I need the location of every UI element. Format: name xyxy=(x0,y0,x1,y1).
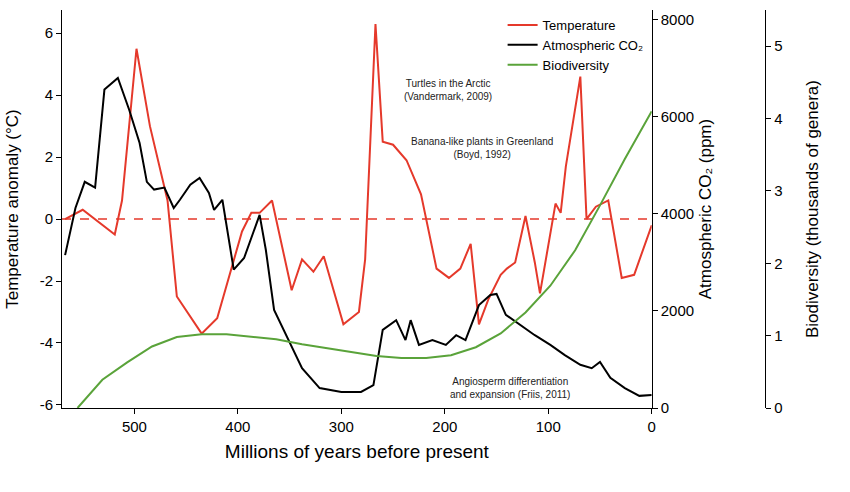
svg-text:5: 5 xyxy=(774,37,782,54)
svg-text:0: 0 xyxy=(648,418,656,435)
svg-text:Atmospheric CO₂: Atmospheric CO₂ xyxy=(543,38,643,53)
svg-text:1: 1 xyxy=(774,327,782,344)
svg-text:-4: -4 xyxy=(40,334,53,351)
svg-text:6: 6 xyxy=(45,24,53,41)
svg-text:4: 4 xyxy=(45,86,53,103)
svg-text:2: 2 xyxy=(774,255,782,272)
svg-text:Banana-like plants in Greenlan: Banana-like plants in Greenland(Boyd, 19… xyxy=(411,136,553,160)
svg-text:2000: 2000 xyxy=(661,302,694,319)
svg-text:100: 100 xyxy=(536,418,561,435)
svg-text:3: 3 xyxy=(774,182,782,199)
svg-text:500: 500 xyxy=(122,418,147,435)
svg-text:0: 0 xyxy=(45,210,53,227)
svg-text:Angiosperm differentiationand: Angiosperm differentiationand expansion … xyxy=(450,376,570,400)
svg-text:2: 2 xyxy=(45,148,53,165)
svg-text:4000: 4000 xyxy=(661,205,694,222)
svg-text:-2: -2 xyxy=(40,272,53,289)
svg-text:400: 400 xyxy=(225,418,250,435)
svg-text:0: 0 xyxy=(774,399,782,416)
svg-text:0: 0 xyxy=(661,399,669,416)
svg-text:Atmospheric CO₂ (ppm): Atmospheric CO₂ (ppm) xyxy=(696,119,715,299)
svg-text:8000: 8000 xyxy=(661,11,694,28)
svg-text:Turtles in the Arctic(Vanderma: Turtles in the Arctic(Vandermark, 2009) xyxy=(404,78,492,102)
svg-text:Temperature: Temperature xyxy=(543,18,616,33)
svg-text:Biodiversity (thousands of gen: Biodiversity (thousands of genera) xyxy=(803,80,822,338)
svg-text:200: 200 xyxy=(432,418,457,435)
svg-text:-6: -6 xyxy=(40,396,53,413)
svg-text:4: 4 xyxy=(774,110,782,127)
svg-text:300: 300 xyxy=(329,418,354,435)
svg-text:Temperature anomaly (°C): Temperature anomaly (°C) xyxy=(3,109,22,309)
svg-text:6000: 6000 xyxy=(661,108,694,125)
svg-text:Millions of years before prese: Millions of years before present xyxy=(225,441,490,462)
svg-text:Biodiversity: Biodiversity xyxy=(543,58,610,73)
